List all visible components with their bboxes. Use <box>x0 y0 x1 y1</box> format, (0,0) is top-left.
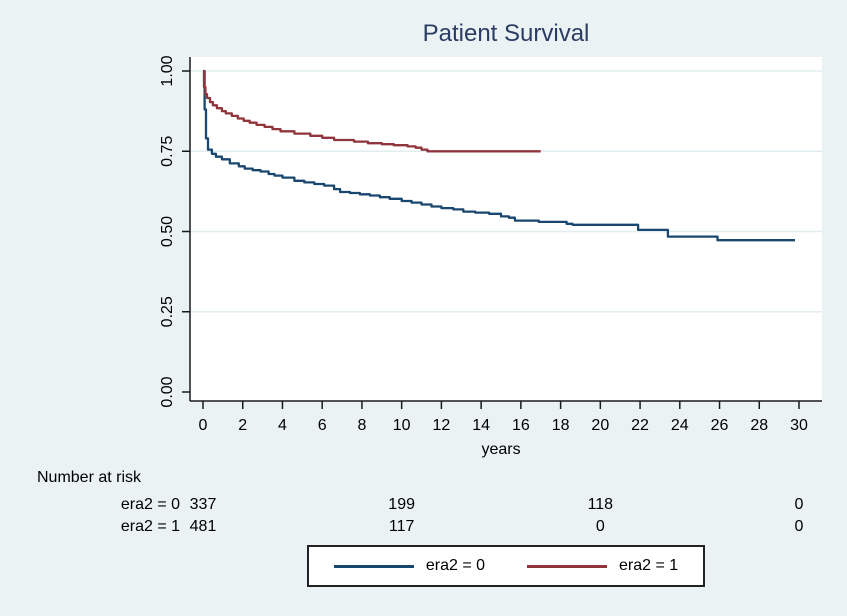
risk-value: 118 <box>587 496 614 513</box>
risk-value: 0 <box>595 518 605 535</box>
risk-value: 481 <box>189 518 217 535</box>
y-tick-label: 0.00 <box>159 376 176 407</box>
x-tick-label: 12 <box>433 417 451 434</box>
x-tick-label: 28 <box>750 417 768 434</box>
x-tick-label: 0 <box>199 417 208 434</box>
legend-item-era2-1: era2 = 1 <box>527 557 678 575</box>
y-tick-label: 0.50 <box>159 216 176 247</box>
x-tick-label: 30 <box>790 417 808 434</box>
risk-value: 199 <box>388 496 415 513</box>
risk-row-label: era2 = 0 <box>120 496 180 513</box>
survival-curve-era2-0 <box>203 69 795 242</box>
risk-value: 117 <box>388 518 415 535</box>
x-tick-label: 14 <box>472 417 490 434</box>
x-tick-label: 8 <box>357 417 366 434</box>
legend-item-era2-0: era2 = 0 <box>333 557 485 575</box>
x-tick-label: 10 <box>393 417 411 434</box>
risk-value: 0 <box>794 518 804 535</box>
x-tick-label: 16 <box>512 417 530 434</box>
x-tick-label: 6 <box>318 417 327 434</box>
legend: era2 = 0 era2 = 1 <box>307 545 705 587</box>
x-tick-label: 26 <box>711 417 729 434</box>
y-tick-label: 0.25 <box>159 296 176 327</box>
risk-table-heading: Number at risk <box>37 469 142 486</box>
chart-title: Patient Survival <box>422 20 590 47</box>
x-tick-label: 18 <box>552 417 570 434</box>
x-tick-label: 22 <box>631 417 649 434</box>
survival-curve-era2-1 <box>202 69 541 153</box>
x-tick-label: 24 <box>671 417 689 434</box>
legend-label-era2-1: era2 = 1 <box>619 557 679 574</box>
x-tick-label: 2 <box>238 417 247 434</box>
risk-row-label: era2 = 1 <box>120 518 180 535</box>
y-tick-label: 0.75 <box>159 136 176 167</box>
x-tick-label: 4 <box>278 417 287 434</box>
legend-line-sample-era2-0 <box>333 564 414 568</box>
risk-value: 337 <box>189 496 217 513</box>
y-tick-label: 1.00 <box>159 55 176 86</box>
survival-plot: 0.000.250.500.751.000 2 4 6 8 10 12 14 16 18 20 22 2… <box>159 55 822 458</box>
risk-value: 0 <box>794 496 804 513</box>
x-tick-label: 20 <box>591 417 609 434</box>
legend-label-era2-0: era2 = 0 <box>425 557 485 574</box>
x-axis-title: years <box>481 441 520 458</box>
plot-area <box>190 57 822 401</box>
legend-line-sample-era2-1 <box>527 564 607 568</box>
